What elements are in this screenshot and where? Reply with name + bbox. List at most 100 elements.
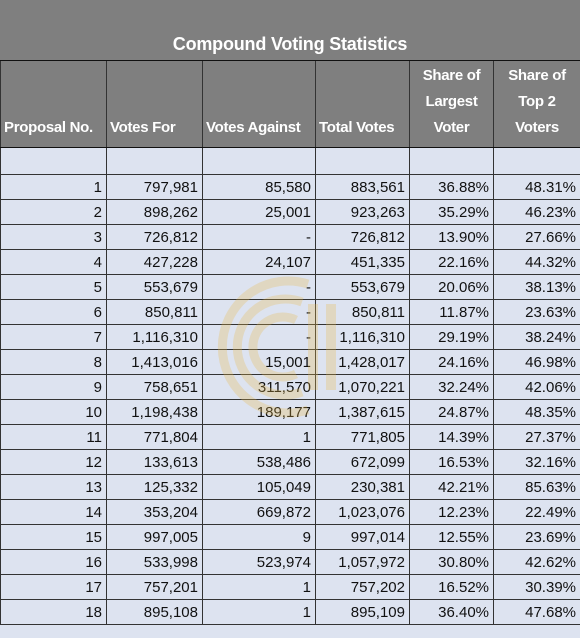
cell-total-votes[interactable]: 883,561 [315, 174, 410, 200]
cell-share-top2-voters[interactable]: 32.16% [493, 449, 580, 475]
cell-share-top2-voters[interactable]: 44.32% [493, 249, 580, 275]
cell-share-largest-voter[interactable]: 29.19% [409, 324, 494, 350]
cell-total-votes[interactable]: 553,679 [315, 274, 410, 300]
cell-votes-for[interactable]: 533,998 [106, 549, 203, 575]
cell-votes-against[interactable]: - [202, 224, 316, 250]
cell-votes-for[interactable]: 1,116,310 [106, 324, 203, 350]
cell-votes-for[interactable]: 726,812 [106, 224, 203, 250]
cell-votes-for[interactable]: 125,332 [106, 474, 203, 500]
cell-votes-for[interactable]: 133,613 [106, 449, 203, 475]
cell-votes-against[interactable]: - [202, 299, 316, 325]
cell-votes-for[interactable]: 427,228 [106, 249, 203, 275]
column-header-total-votes[interactable]: Total Votes [315, 61, 410, 148]
cell-total-votes[interactable]: 1,070,221 [315, 374, 410, 400]
cell-share-top2-voters[interactable]: 42.62% [493, 549, 580, 575]
cell-proposal-no[interactable]: 5 [0, 274, 107, 300]
cell-votes-for[interactable]: 898,262 [106, 199, 203, 225]
cell-votes-against[interactable]: 538,486 [202, 449, 316, 475]
cell-share-largest-voter[interactable]: 16.53% [409, 449, 494, 475]
cell-votes-against[interactable]: 1 [202, 424, 316, 450]
cell-total-votes[interactable]: 1,387,615 [315, 399, 410, 425]
cell-share-largest-voter[interactable]: 35.29% [409, 199, 494, 225]
cell-votes-against[interactable]: 311,570 [202, 374, 316, 400]
cell-share-largest-voter[interactable]: 30.80% [409, 549, 494, 575]
cell-total-votes[interactable]: 1,057,972 [315, 549, 410, 575]
cell-proposal-no[interactable]: 13 [0, 474, 107, 500]
cell-share-largest-voter[interactable]: 14.39% [409, 424, 494, 450]
cell-share-top2-voters[interactable]: 46.98% [493, 349, 580, 375]
cell-proposal-no[interactable]: 6 [0, 299, 107, 325]
cell-total-votes[interactable]: 850,811 [315, 299, 410, 325]
cell-share-top2-voters[interactable]: 23.63% [493, 299, 580, 325]
spacer-cell[interactable] [0, 147, 107, 175]
cell-votes-against[interactable]: - [202, 274, 316, 300]
cell-total-votes[interactable]: 1,023,076 [315, 499, 410, 525]
cell-total-votes[interactable]: 771,805 [315, 424, 410, 450]
cell-total-votes[interactable]: 230,381 [315, 474, 410, 500]
cell-votes-against[interactable]: 25,001 [202, 199, 316, 225]
cell-share-top2-voters[interactable]: 22.49% [493, 499, 580, 525]
spacer-cell[interactable] [315, 147, 410, 175]
cell-share-largest-voter[interactable]: 36.88% [409, 174, 494, 200]
spacer-cell[interactable] [493, 147, 580, 175]
cell-votes-against[interactable]: 1 [202, 599, 316, 625]
spacer-cell[interactable] [106, 147, 203, 175]
cell-total-votes[interactable]: 726,812 [315, 224, 410, 250]
spacer-cell[interactable] [409, 147, 494, 175]
cell-proposal-no[interactable]: 8 [0, 349, 107, 375]
cell-proposal-no[interactable]: 12 [0, 449, 107, 475]
cell-total-votes[interactable]: 1,428,017 [315, 349, 410, 375]
cell-share-top2-voters[interactable]: 38.13% [493, 274, 580, 300]
cell-votes-for[interactable]: 797,981 [106, 174, 203, 200]
column-header-votes-for[interactable]: Votes For [106, 61, 203, 148]
cell-votes-for[interactable]: 1,198,438 [106, 399, 203, 425]
cell-votes-for[interactable]: 1,413,016 [106, 349, 203, 375]
cell-votes-for[interactable]: 850,811 [106, 299, 203, 325]
cell-share-largest-voter[interactable]: 24.16% [409, 349, 494, 375]
cell-share-largest-voter[interactable]: 24.87% [409, 399, 494, 425]
cell-votes-against[interactable]: 105,049 [202, 474, 316, 500]
cell-votes-against[interactable]: 669,872 [202, 499, 316, 525]
cell-votes-for[interactable]: 757,201 [106, 574, 203, 600]
cell-proposal-no[interactable]: 17 [0, 574, 107, 600]
cell-votes-against[interactable]: 15,001 [202, 349, 316, 375]
cell-share-largest-voter[interactable]: 11.87% [409, 299, 494, 325]
cell-total-votes[interactable]: 451,335 [315, 249, 410, 275]
column-header-share-largest-voter[interactable]: Share of Largest Voter [409, 61, 494, 148]
cell-proposal-no[interactable]: 10 [0, 399, 107, 425]
cell-total-votes[interactable]: 1,116,310 [315, 324, 410, 350]
cell-total-votes[interactable]: 895,109 [315, 599, 410, 625]
cell-proposal-no[interactable]: 7 [0, 324, 107, 350]
spacer-cell[interactable] [202, 147, 316, 175]
cell-share-top2-voters[interactable]: 27.37% [493, 424, 580, 450]
cell-votes-for[interactable]: 553,679 [106, 274, 203, 300]
cell-share-top2-voters[interactable]: 23.69% [493, 524, 580, 550]
cell-share-largest-voter[interactable]: 42.21% [409, 474, 494, 500]
cell-share-top2-voters[interactable]: 48.31% [493, 174, 580, 200]
cell-share-top2-voters[interactable]: 48.35% [493, 399, 580, 425]
cell-votes-for[interactable]: 895,108 [106, 599, 203, 625]
cell-votes-against[interactable]: 189,177 [202, 399, 316, 425]
cell-share-top2-voters[interactable]: 47.68% [493, 599, 580, 625]
cell-proposal-no[interactable]: 14 [0, 499, 107, 525]
cell-share-largest-voter[interactable]: 22.16% [409, 249, 494, 275]
cell-votes-against[interactable]: 85,580 [202, 174, 316, 200]
cell-share-top2-voters[interactable]: 85.63% [493, 474, 580, 500]
column-header-share-top2-voters[interactable]: Share of Top 2 Voters [493, 61, 580, 148]
cell-votes-for[interactable]: 353,204 [106, 499, 203, 525]
column-header-votes-against[interactable]: Votes Against [202, 61, 316, 148]
cell-votes-against[interactable]: 523,974 [202, 549, 316, 575]
cell-proposal-no[interactable]: 18 [0, 599, 107, 625]
cell-proposal-no[interactable]: 4 [0, 249, 107, 275]
cell-share-top2-voters[interactable]: 46.23% [493, 199, 580, 225]
cell-votes-against[interactable]: - [202, 324, 316, 350]
cell-share-top2-voters[interactable]: 30.39% [493, 574, 580, 600]
cell-proposal-no[interactable]: 15 [0, 524, 107, 550]
cell-votes-for[interactable]: 771,804 [106, 424, 203, 450]
cell-share-largest-voter[interactable]: 12.23% [409, 499, 494, 525]
cell-proposal-no[interactable]: 11 [0, 424, 107, 450]
cell-proposal-no[interactable]: 16 [0, 549, 107, 575]
cell-share-largest-voter[interactable]: 16.52% [409, 574, 494, 600]
cell-share-largest-voter[interactable]: 32.24% [409, 374, 494, 400]
cell-total-votes[interactable]: 923,263 [315, 199, 410, 225]
